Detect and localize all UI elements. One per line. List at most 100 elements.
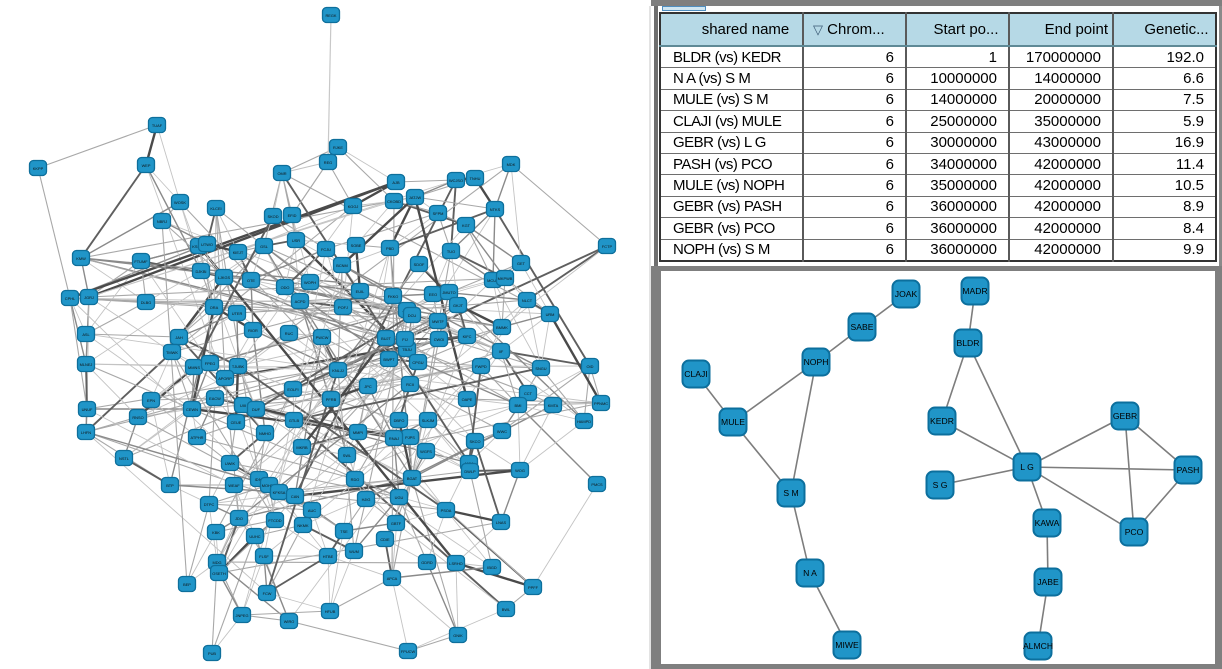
svg-text:MKPWB: MKPWB: [498, 276, 513, 281]
svg-text:MMNS: MMNS: [188, 365, 200, 370]
svg-text:DBFO: DBFO: [394, 418, 405, 423]
svg-text:MWTF: MWTF: [432, 319, 444, 324]
svg-text:SFPM: SFPM: [433, 211, 444, 216]
svg-text:NMHO: NMHO: [259, 431, 271, 436]
svg-text:CLAJI: CLAJI: [684, 369, 707, 379]
svg-text:OAPE: OAPE: [462, 397, 473, 402]
svg-text:FWPD: FWPD: [475, 364, 487, 369]
svg-text:HJIG: HJIG: [362, 497, 371, 502]
svg-text:JNPEG: JNPEG: [236, 613, 249, 618]
svg-text:CWOI: CWOI: [434, 337, 445, 342]
svg-text:FIJ: FIJ: [402, 337, 407, 342]
svg-text:MCUD: MCUD: [487, 278, 499, 283]
svg-text:UNUF: UNUF: [82, 407, 93, 412]
svg-text:EACW: EACW: [209, 396, 221, 401]
svg-text:MLNEJ: MLNEJ: [80, 362, 93, 367]
svg-text:LJKGS: LJKGS: [218, 275, 231, 280]
svg-text:USR: USR: [292, 238, 300, 243]
svg-text:S M: S M: [783, 488, 798, 498]
svg-text:KBK: KBK: [212, 530, 220, 535]
svg-text:BCNM: BCNM: [336, 263, 347, 268]
svg-text:JDO: JDO: [235, 516, 243, 521]
svg-text:UIII: UIII: [240, 403, 246, 408]
svg-text:EOLFI: EOLFI: [287, 387, 298, 392]
svg-text:WCJSO: WCJSO: [449, 178, 463, 183]
svg-text:IBGD: IBGD: [487, 565, 497, 570]
svg-text:ODO: ODO: [281, 285, 290, 290]
svg-text:KKPP: KKPP: [33, 166, 44, 171]
svg-text:UWIK: UWIK: [225, 461, 236, 466]
svg-text:GKJT: GKJT: [453, 303, 464, 308]
svg-text:KMW: KMW: [76, 256, 86, 261]
svg-text:IDIW: IDIW: [255, 477, 264, 482]
svg-text:ALMCH: ALMCH: [1023, 641, 1053, 651]
svg-text:RIOR: RIOR: [248, 328, 258, 333]
svg-text:KEDR: KEDR: [930, 416, 954, 426]
svg-text:CEWN: CEWN: [186, 407, 198, 412]
svg-text:BLDR: BLDR: [957, 338, 980, 348]
svg-text:SNGU: SNGU: [535, 366, 546, 371]
svg-text:KAWA: KAWA: [1035, 518, 1060, 528]
svg-text:TMWK: TMWK: [166, 350, 178, 355]
svg-text:EUIL: EUIL: [356, 289, 365, 294]
svg-text:WIRO: WIRO: [284, 619, 295, 624]
svg-text:PFRB: PFRB: [326, 397, 337, 402]
svg-text:UUHC: UUHC: [249, 534, 260, 539]
svg-text:TUO: TUO: [447, 249, 455, 254]
svg-text:MIWE: MIWE: [835, 640, 859, 650]
svg-text:NSTL: NSTL: [119, 456, 130, 461]
svg-text:JOAK: JOAK: [895, 289, 918, 299]
svg-text:PBD: PBD: [386, 246, 394, 251]
svg-text:FCTP: FCTP: [602, 244, 613, 249]
svg-text:EFID: EFID: [288, 213, 297, 218]
svg-text:KIFC: KIFC: [463, 334, 472, 339]
svg-text:MMPI: MMPI: [353, 430, 363, 435]
svg-text:DUF: DUF: [252, 407, 261, 412]
svg-text:BWPT: BWPT: [383, 357, 395, 362]
svg-text:AJB: AJB: [392, 180, 400, 185]
svg-text:RNSO: RNSO: [132, 415, 143, 420]
svg-text:SDOF: SDOF: [414, 262, 425, 267]
svg-text:HAMPD: HAMPD: [577, 419, 591, 424]
svg-text:RJKE: RJKE: [333, 145, 343, 150]
svg-text:FTCDD: FTCDD: [268, 518, 281, 523]
svg-text:JGRJ: JGRJ: [84, 295, 94, 300]
svg-text:MULE: MULE: [721, 417, 745, 427]
svg-text:FPEG: FPEG: [205, 361, 216, 366]
svg-text:SKOD: SKOD: [267, 214, 278, 219]
svg-text:OTE: OTE: [247, 278, 255, 283]
svg-text:GNIK: GNIK: [453, 633, 463, 638]
svg-text:MDK: MDK: [507, 162, 516, 167]
svg-text:PASH: PASH: [1177, 465, 1200, 475]
svg-text:REG: REG: [324, 160, 332, 165]
svg-text:WEAF: WEAF: [228, 483, 240, 488]
svg-text:JATJW: JATJW: [409, 195, 422, 200]
svg-text:KIEJT: KIEJT: [233, 250, 244, 255]
svg-text:BUJT: BUJT: [381, 336, 391, 341]
svg-text:MKRB: MKRB: [296, 445, 308, 450]
svg-text:NBRJ: NBRJ: [157, 219, 167, 224]
svg-text:LHFN: LHFN: [81, 430, 91, 435]
svg-text:BTP: BTP: [166, 483, 174, 488]
svg-text:N A: N A: [803, 568, 817, 578]
svg-text:WOSK: WOSK: [174, 200, 186, 205]
svg-text:PPFF: PPFF: [528, 585, 539, 590]
svg-text:WOPH: WOPH: [304, 280, 316, 285]
svg-text:GET: GET: [517, 261, 526, 266]
svg-text:WWC: WWC: [497, 429, 507, 434]
svg-text:CCT: CCT: [524, 391, 533, 396]
svg-text:ORA: ORA: [210, 305, 219, 310]
svg-text:PWCW: PWCW: [316, 335, 329, 340]
svg-text:TJUBK: TJUBK: [232, 364, 245, 369]
svg-text:CAN: CAN: [291, 494, 299, 499]
svg-text:JMUTO: JMUTO: [442, 290, 455, 295]
svg-text:ATPHR: ATPHR: [191, 435, 204, 440]
svg-text:GSL: GSL: [260, 244, 269, 249]
svg-text:SLKJM: SLKJM: [422, 418, 435, 423]
svg-text:NLCT: NLCT: [522, 298, 533, 303]
svg-text:L G: L G: [1020, 462, 1034, 472]
svg-text:KGT: KGT: [462, 223, 471, 228]
svg-text:BEP: BEP: [183, 582, 191, 587]
svg-text:RDO: RDO: [351, 477, 360, 482]
svg-text:APCA: APCA: [387, 576, 398, 581]
